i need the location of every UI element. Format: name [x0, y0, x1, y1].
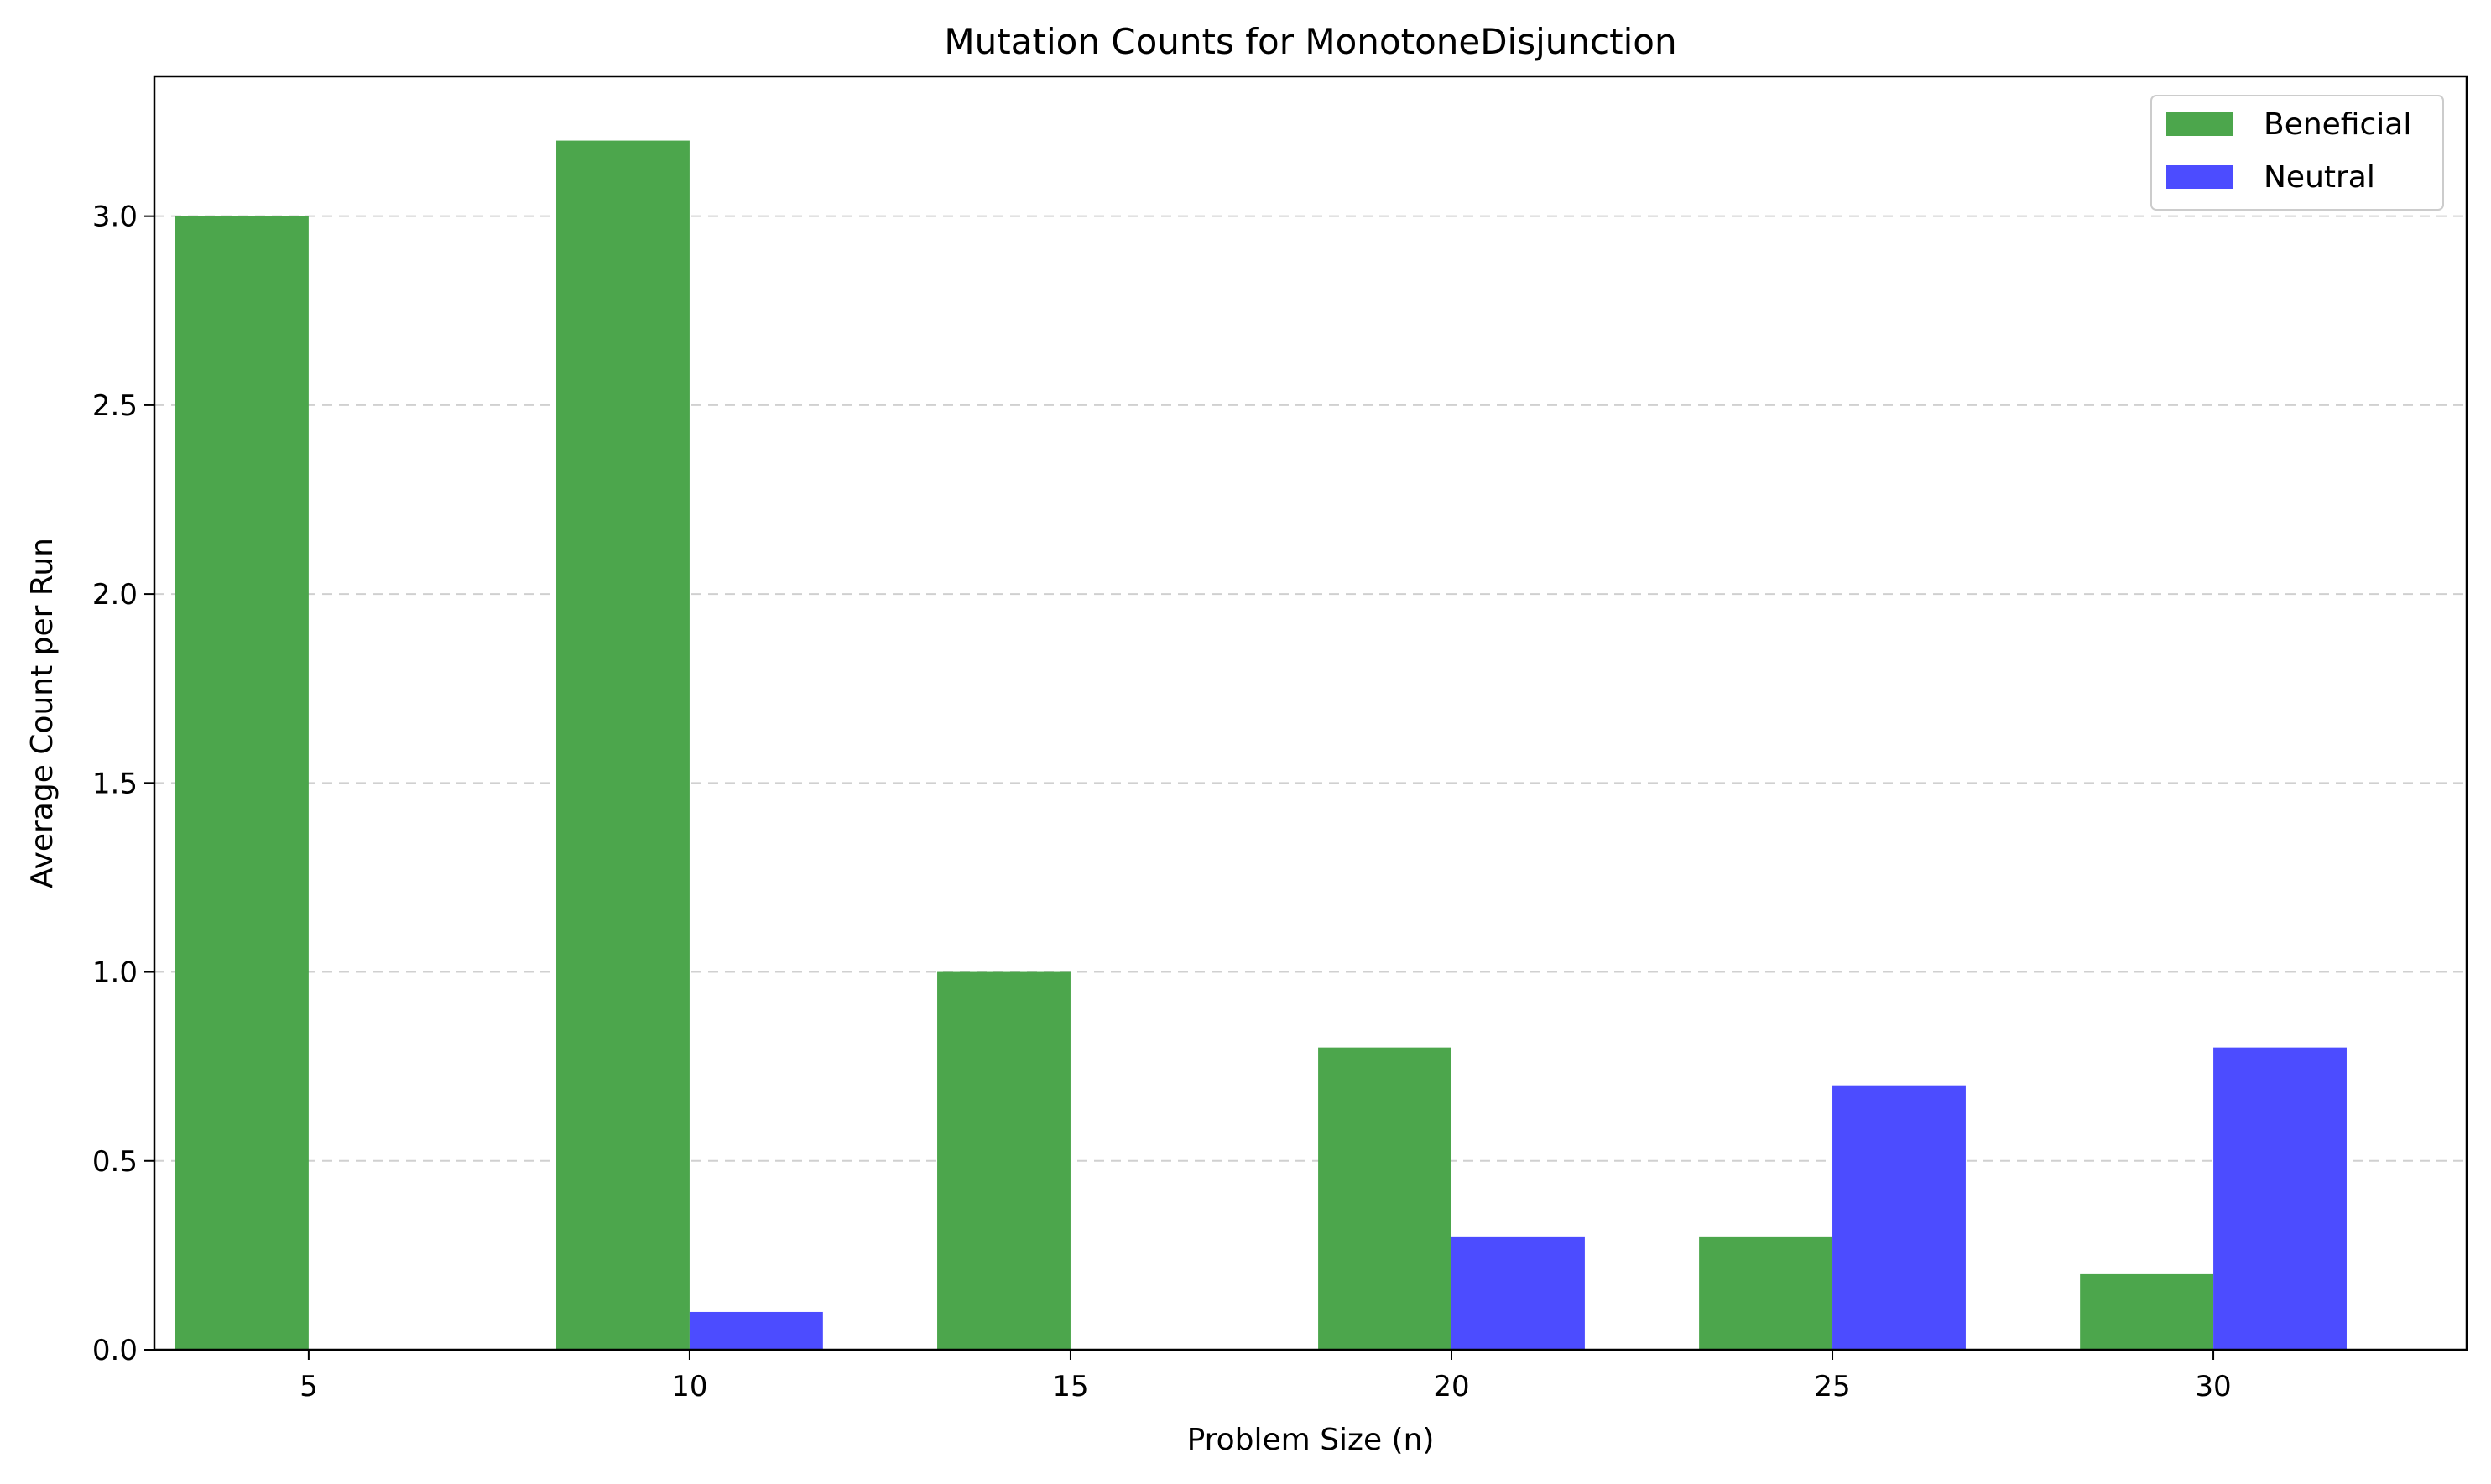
bar-neutral-20 — [1451, 1236, 1585, 1350]
y-tick-label: 3.0 — [92, 200, 138, 234]
x-axis-ticks: 5 10 15 20 25 30 — [300, 1350, 2232, 1403]
y-tick-label: 1.5 — [92, 767, 138, 800]
legend-swatch-neutral — [2166, 165, 2233, 189]
x-tick-label: 30 — [2195, 1370, 2231, 1403]
chart-title: Mutation Counts for MonotoneDisjunction — [944, 21, 1676, 62]
bar-beneficial-20 — [1318, 1047, 1451, 1350]
bar-beneficial-5 — [175, 216, 309, 1351]
x-tick-label: 25 — [1814, 1370, 1850, 1403]
bar-neutral-30 — [2213, 1047, 2347, 1350]
y-tick-label: 2.0 — [92, 578, 138, 612]
legend-label-beneficial: Beneficial — [2264, 107, 2411, 142]
y-axis-ticks: 0.0 0.5 1.0 1.5 2.0 2.5 3.0 — [92, 200, 154, 1367]
x-axis-label: Problem Size (n) — [1187, 1423, 1435, 1457]
bars — [175, 140, 2347, 1351]
legend-label-neutral: Neutral — [2264, 160, 2375, 195]
x-tick-label: 15 — [1052, 1370, 1088, 1403]
bar-neutral-10 — [689, 1311, 823, 1350]
plot-frame — [153, 75, 2468, 1351]
x-tick-label: 20 — [1433, 1370, 1469, 1403]
bar-beneficial-15 — [937, 971, 1071, 1350]
bar-beneficial-10 — [556, 140, 690, 1350]
bar-beneficial-25 — [1699, 1236, 1833, 1350]
x-tick-label: 5 — [300, 1370, 318, 1403]
y-tick-label: 0.0 — [92, 1334, 138, 1367]
bar-beneficial-30 — [2080, 1273, 2214, 1350]
bar-neutral-25 — [1832, 1085, 1966, 1350]
legend-swatch-beneficial — [2166, 112, 2233, 136]
y-axis-label: Average Count per Run — [25, 538, 60, 888]
y-tick-label: 0.5 — [92, 1145, 138, 1179]
legend: Beneficial Neutral — [2150, 95, 2444, 211]
y-tick-label: 2.5 — [92, 389, 138, 423]
x-tick-label: 10 — [671, 1370, 707, 1403]
y-tick-label: 1.0 — [92, 956, 138, 990]
